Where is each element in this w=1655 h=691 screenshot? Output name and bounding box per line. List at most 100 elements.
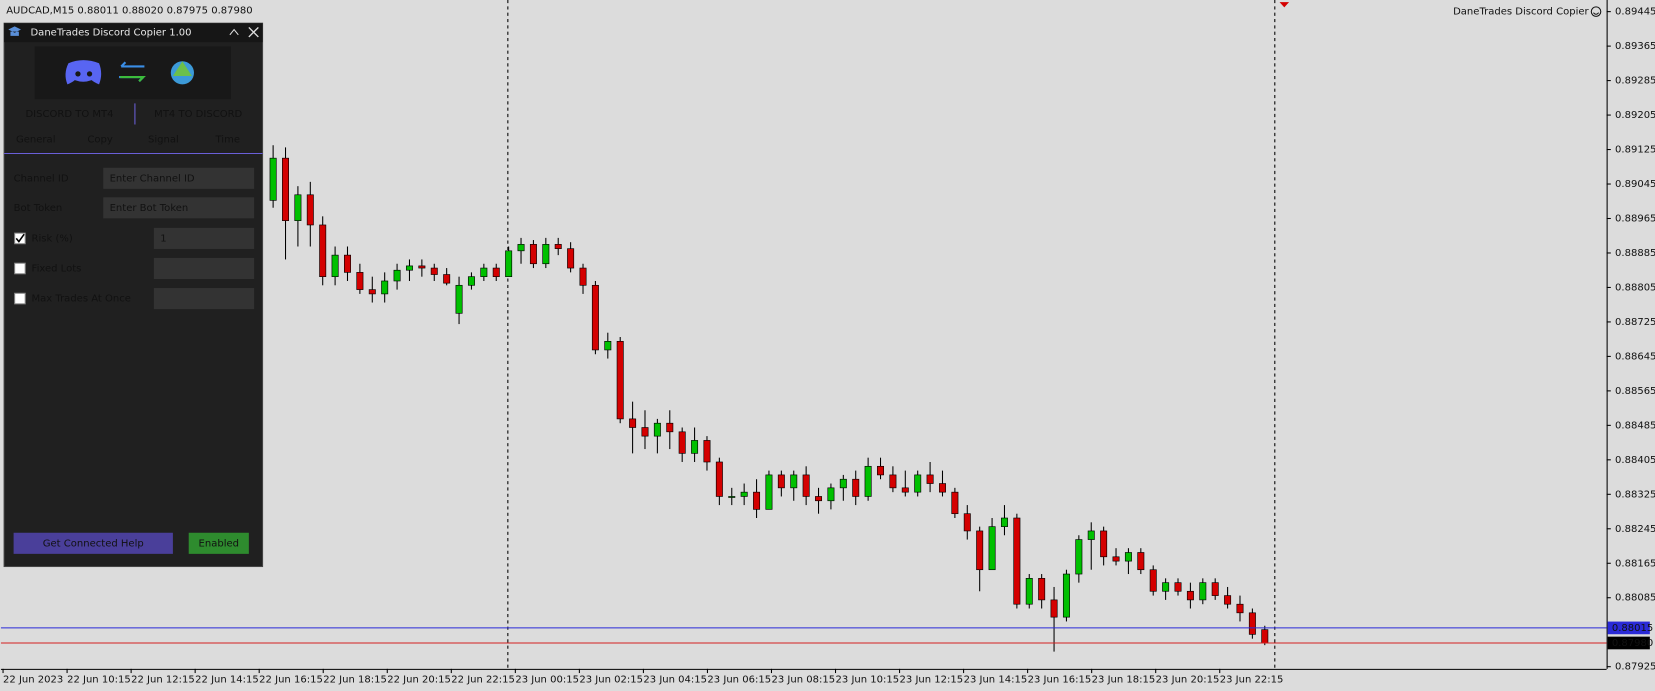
smiley (1590, 6, 1602, 17)
candle-body (1025, 578, 1033, 605)
candle-body (1062, 573, 1070, 618)
x-tick-label: 23 Jun 04:15 (643, 674, 707, 685)
candle-body (653, 422, 661, 437)
y-tick-label: 0.88565 (1615, 386, 1655, 397)
candle-body (418, 265, 426, 269)
candle-body (691, 440, 699, 454)
y-tick-label: 0.88485 (1615, 420, 1655, 431)
settings-tab[interactable]: Copy (87, 134, 112, 145)
candle-body (1050, 599, 1058, 618)
candle-body (765, 474, 773, 510)
discord-icon (65, 60, 102, 85)
close-button[interactable] (248, 26, 259, 38)
copier-panel: DaneTrades Discord Copier 1.00 DISCORD T… (3, 22, 264, 568)
mt4-icon-shape (172, 61, 192, 76)
checkbox[interactable] (14, 292, 26, 305)
candle-body (368, 289, 376, 295)
candle-body (344, 254, 351, 273)
x-tick-label: 22 Jun 2023 (3, 674, 63, 685)
symbol-header: AUDCAD,M15 0.88011 0.88020 0.87975 0.879… (6, 6, 252, 17)
logo-box (34, 46, 231, 100)
x-tick-label: 23 Jun 14:15 (964, 674, 1028, 685)
checkbox[interactable] (14, 232, 26, 245)
candle-body (852, 478, 860, 497)
candle-body (480, 267, 488, 277)
y-tick-label: 0.88085 (1615, 593, 1655, 604)
candle-body (864, 465, 872, 497)
app-icon (8, 26, 21, 36)
indicator-label: DaneTrades Discord Copier (1453, 7, 1589, 18)
candle-body (877, 465, 884, 476)
candle-body (1075, 539, 1083, 575)
panel-title: DaneTrades Discord Copier 1.00 (30, 28, 191, 39)
candle-body (542, 244, 550, 265)
candle-body (740, 491, 748, 497)
candle-body (505, 250, 513, 277)
minimize-button[interactable] (229, 28, 239, 36)
candle-body (1224, 595, 1232, 605)
checkbox[interactable] (14, 262, 26, 275)
candle-body (1013, 517, 1021, 605)
candle-body (591, 284, 599, 351)
candle-body (430, 267, 438, 275)
candle-body (567, 248, 575, 269)
candle-body (604, 341, 612, 351)
enabled-button[interactable] (188, 532, 249, 554)
mode-tab[interactable]: MT4 TO DISCORD (154, 109, 242, 120)
option-input[interactable] (153, 288, 255, 310)
x-tick-label: 22 Jun 20:15 (387, 674, 451, 685)
candle-body (1137, 552, 1145, 571)
shift-marker (1279, 2, 1290, 8)
field-label: Bot Token (14, 203, 63, 214)
candle-body (1248, 612, 1256, 635)
candle-body (939, 483, 946, 493)
option-input[interactable] (153, 227, 255, 249)
price-label: 0.88015 (1612, 623, 1653, 634)
y-tick-label: 0.89285 (1615, 76, 1655, 87)
settings-tab[interactable]: Signal (148, 134, 179, 145)
settings-tab[interactable]: Time (214, 134, 240, 145)
candle-body (777, 474, 785, 489)
candle-body (1162, 582, 1170, 592)
help-button[interactable] (13, 532, 173, 554)
candle-body (319, 224, 327, 277)
candle-body (1149, 569, 1157, 592)
x-tick-label: 22 Jun 22:15 (451, 674, 515, 685)
option-input[interactable] (153, 257, 255, 280)
y-tick-label: 0.87925 (1615, 662, 1655, 673)
x-tick-label: 23 Jun 16:15 (1028, 674, 1092, 685)
candle-body (1124, 552, 1132, 562)
candle-body (356, 272, 364, 290)
candle-body (405, 265, 413, 271)
y-tick-label: 0.89365 (1615, 41, 1655, 52)
candle-body (306, 194, 314, 226)
candle-body (1261, 629, 1269, 644)
x-tick-label: 23 Jun 02:15 (579, 674, 643, 685)
candle-body (914, 474, 922, 493)
mode-tab[interactable]: DISCORD TO MT4 (25, 109, 113, 120)
panel-titlebar (4, 23, 263, 43)
text-input[interactable] (103, 167, 255, 189)
sync-arrow-green (120, 75, 146, 82)
candle-body (901, 487, 909, 493)
y-tick-label: 0.88725 (1615, 317, 1655, 328)
button-label: Get Connected Help (43, 538, 144, 549)
candle-body (926, 474, 934, 484)
x-tick-label: 22 Jun 10:15 (67, 674, 131, 685)
x-tick-label: 23 Jun 20:15 (1156, 674, 1220, 685)
candle-body (616, 341, 624, 420)
option-value: 1 (160, 233, 166, 244)
candle-body (641, 427, 649, 437)
x-tick-label: 23 Jun 10:15 (836, 674, 900, 685)
settings-tab[interactable]: General (16, 134, 55, 145)
price-label-bg (1607, 636, 1650, 650)
option-label: Max Trades At Once (32, 294, 131, 305)
candle-body (988, 526, 996, 571)
candle-body (951, 491, 959, 515)
y-tick-label: 0.89205 (1615, 110, 1655, 121)
text-input[interactable] (103, 197, 255, 219)
candle-body (517, 244, 525, 252)
y-tick-label: 0.89045 (1615, 179, 1655, 190)
